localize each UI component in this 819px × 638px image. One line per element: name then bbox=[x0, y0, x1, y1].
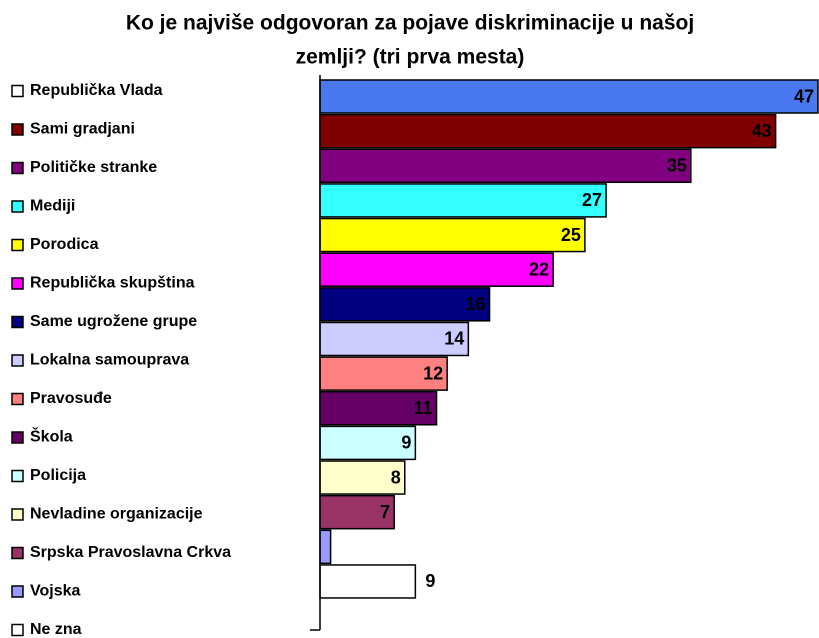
legend-label: Same ugrožene grupe bbox=[30, 313, 197, 330]
bar bbox=[319, 391, 438, 426]
bar bbox=[319, 217, 586, 253]
legend-swatch bbox=[11, 392, 24, 406]
chart-title: Ko je najviše odgovoran za pojave diskri… bbox=[126, 12, 694, 35]
data-label: 27 bbox=[582, 190, 602, 210]
legend-label: Policija bbox=[30, 467, 86, 484]
legend-swatch bbox=[11, 508, 24, 521]
legend-swatch bbox=[11, 469, 24, 483]
legend-label: Republička skupština bbox=[30, 275, 195, 292]
data-label: 12 bbox=[423, 363, 443, 383]
chart-title: zemlji? (tri prva mesta) bbox=[296, 46, 525, 69]
legend-swatch bbox=[11, 354, 24, 367]
legend-label: Ne zna bbox=[30, 621, 82, 638]
data-label: 47 bbox=[794, 86, 814, 106]
data-label: 16 bbox=[466, 294, 486, 314]
bar bbox=[319, 356, 448, 391]
legend-swatch bbox=[11, 238, 24, 252]
bar bbox=[319, 113, 777, 149]
legend-swatch bbox=[11, 623, 24, 637]
bar bbox=[319, 252, 554, 287]
bar bbox=[319, 183, 607, 218]
legend-swatch bbox=[11, 84, 24, 98]
data-label: 11 bbox=[414, 398, 433, 418]
data-label: 9 bbox=[401, 433, 411, 453]
legend-swatch bbox=[11, 161, 24, 175]
data-label: 35 bbox=[667, 156, 687, 176]
legend-label: Srpska Pravoslavna Crkva bbox=[30, 544, 231, 561]
legend-swatch bbox=[11, 585, 24, 598]
bar bbox=[319, 460, 406, 495]
data-label: 14 bbox=[444, 329, 464, 349]
data-label: 8 bbox=[391, 467, 401, 487]
legend-label: Sami gradjani bbox=[30, 121, 135, 138]
bar bbox=[319, 529, 332, 565]
legend-label: Republička Vlada bbox=[30, 82, 163, 99]
legend-swatch bbox=[11, 123, 24, 136]
legend-swatch bbox=[11, 200, 24, 213]
legend-label: Pravosuđe bbox=[30, 390, 112, 407]
legend-label: Porodica bbox=[30, 236, 99, 253]
bar bbox=[319, 425, 417, 461]
data-label: 7 bbox=[380, 502, 390, 522]
data-label: 9 bbox=[425, 571, 435, 591]
legend-label: Političke stranke bbox=[30, 159, 157, 176]
legend-swatch bbox=[11, 277, 24, 290]
bar bbox=[319, 287, 491, 322]
legend-label: Nevladine organizacije bbox=[30, 506, 203, 523]
legend-swatch bbox=[11, 315, 24, 329]
bar bbox=[319, 564, 417, 599]
data-label: 22 bbox=[529, 259, 549, 279]
legend-swatch bbox=[11, 546, 24, 560]
data-label: 43 bbox=[752, 121, 772, 141]
legend-label: Lokalna samouprava bbox=[30, 352, 189, 369]
bar bbox=[319, 79, 819, 114]
legend-swatch bbox=[11, 431, 24, 444]
legend-label: Vojska bbox=[30, 583, 81, 600]
data-label: 25 bbox=[561, 225, 581, 245]
bar bbox=[319, 148, 692, 184]
legend-label: Škola bbox=[30, 427, 73, 446]
legend-label: Mediji bbox=[30, 198, 75, 215]
